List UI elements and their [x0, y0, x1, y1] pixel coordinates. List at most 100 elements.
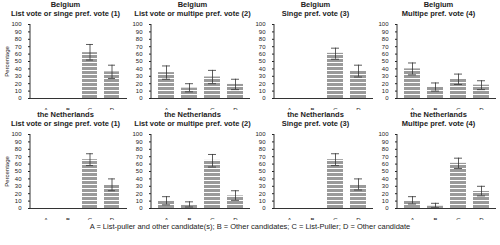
svg-text:20: 20 — [259, 191, 266, 197]
svg-text:50: 50 — [382, 168, 389, 174]
svg-text:50: 50 — [136, 168, 143, 174]
svg-text:30: 30 — [382, 183, 389, 189]
svg-text:70: 70 — [259, 44, 266, 50]
svg-text:D: D — [110, 107, 115, 110]
svg-text:20: 20 — [136, 81, 143, 87]
svg-text:40: 40 — [15, 66, 22, 72]
svg-text:100: 100 — [11, 21, 22, 27]
svg-text:60: 60 — [259, 161, 266, 167]
svg-text:D: D — [233, 107, 238, 110]
svg-text:70: 70 — [382, 44, 389, 50]
svg-text:80: 80 — [136, 146, 143, 152]
svg-text:100: 100 — [132, 131, 143, 137]
svg-text:60: 60 — [259, 51, 266, 57]
svg-text:70: 70 — [259, 154, 266, 160]
svg-text:0: 0 — [139, 95, 143, 101]
svg-text:30: 30 — [259, 183, 266, 189]
svg-text:B: B — [187, 107, 191, 110]
svg-text:B: B — [433, 107, 437, 110]
svg-text:0: 0 — [262, 95, 266, 101]
svg-text:C: C — [456, 107, 461, 110]
svg-text:B: B — [310, 107, 314, 110]
svg-text:C: C — [333, 217, 338, 220]
svg-text:B: B — [187, 217, 191, 220]
svg-text:90: 90 — [259, 29, 266, 35]
svg-text:100: 100 — [255, 131, 266, 137]
svg-text:D: D — [356, 107, 361, 110]
svg-text:90: 90 — [382, 29, 389, 35]
svg-text:A: A — [164, 107, 168, 110]
svg-text:A: A — [44, 107, 48, 110]
svg-text:70: 70 — [136, 154, 143, 160]
svg-text:30: 30 — [382, 73, 389, 79]
svg-text:10: 10 — [136, 198, 143, 204]
svg-text:0: 0 — [139, 205, 143, 211]
svg-text:Percentage: Percentage — [4, 156, 10, 187]
svg-text:90: 90 — [15, 29, 22, 35]
svg-text:0: 0 — [18, 205, 22, 211]
svg-text:C: C — [333, 107, 338, 110]
svg-text:80: 80 — [136, 36, 143, 42]
svg-text:40: 40 — [15, 176, 22, 182]
svg-text:A: A — [287, 217, 291, 220]
svg-text:10: 10 — [382, 198, 389, 204]
svg-text:90: 90 — [136, 139, 143, 145]
svg-text:Percentage: Percentage — [4, 46, 10, 77]
svg-text:D: D — [356, 217, 361, 220]
svg-text:70: 70 — [15, 44, 22, 50]
svg-text:30: 30 — [136, 73, 143, 79]
svg-text:80: 80 — [15, 36, 22, 42]
svg-text:60: 60 — [382, 161, 389, 167]
svg-text:100: 100 — [132, 21, 143, 27]
svg-text:50: 50 — [259, 58, 266, 64]
svg-text:C: C — [210, 107, 215, 110]
svg-text:80: 80 — [382, 36, 389, 42]
svg-text:20: 20 — [15, 81, 22, 87]
svg-text:80: 80 — [259, 36, 266, 42]
svg-text:C: C — [88, 217, 93, 220]
svg-text:40: 40 — [259, 176, 266, 182]
svg-text:30: 30 — [259, 73, 266, 79]
svg-text:70: 70 — [382, 154, 389, 160]
svg-text:100: 100 — [255, 21, 266, 27]
svg-text:0: 0 — [385, 95, 389, 101]
svg-text:B: B — [310, 217, 314, 220]
svg-text:60: 60 — [136, 161, 143, 167]
svg-text:30: 30 — [15, 183, 22, 189]
svg-text:40: 40 — [382, 66, 389, 72]
svg-text:0: 0 — [18, 95, 22, 101]
svg-text:10: 10 — [382, 88, 389, 94]
svg-text:10: 10 — [259, 198, 266, 204]
svg-text:B: B — [66, 217, 70, 220]
svg-text:20: 20 — [136, 191, 143, 197]
svg-text:50: 50 — [136, 58, 143, 64]
svg-text:B: B — [433, 217, 437, 220]
svg-text:20: 20 — [382, 81, 389, 87]
svg-text:A: A — [44, 217, 48, 220]
svg-text:70: 70 — [136, 44, 143, 50]
svg-text:60: 60 — [15, 51, 22, 57]
svg-text:60: 60 — [136, 51, 143, 57]
svg-text:A: A — [410, 107, 414, 110]
svg-text:60: 60 — [382, 51, 389, 57]
svg-text:50: 50 — [15, 168, 22, 174]
svg-text:80: 80 — [259, 146, 266, 152]
svg-text:80: 80 — [382, 146, 389, 152]
svg-text:90: 90 — [382, 139, 389, 145]
svg-text:C: C — [210, 217, 215, 220]
svg-text:A: A — [287, 107, 291, 110]
svg-text:90: 90 — [259, 139, 266, 145]
svg-text:80: 80 — [15, 146, 22, 152]
svg-text:D: D — [479, 217, 484, 220]
svg-text:20: 20 — [15, 191, 22, 197]
svg-text:10: 10 — [15, 198, 22, 204]
svg-text:40: 40 — [382, 176, 389, 182]
svg-text:40: 40 — [136, 66, 143, 72]
svg-text:0: 0 — [385, 205, 389, 211]
svg-text:10: 10 — [136, 88, 143, 94]
svg-text:0: 0 — [262, 205, 266, 211]
svg-text:10: 10 — [15, 88, 22, 94]
svg-text:50: 50 — [382, 58, 389, 64]
svg-text:90: 90 — [136, 29, 143, 35]
svg-text:30: 30 — [136, 183, 143, 189]
